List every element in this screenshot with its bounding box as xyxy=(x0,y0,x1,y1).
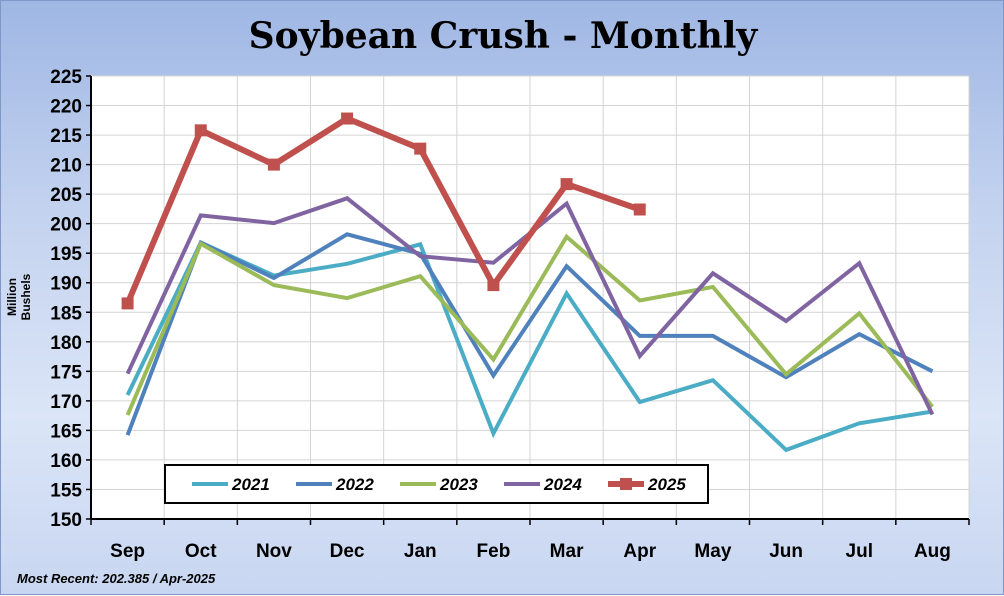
x-tick-label: Apr xyxy=(623,541,656,562)
legend-label-2023: 2023 xyxy=(439,475,478,494)
y-tick-label: 150 xyxy=(50,510,82,531)
y-tick-label: 195 xyxy=(50,244,82,265)
y-tick-label: 215 xyxy=(50,126,82,147)
legend-label-2022: 2022 xyxy=(335,475,374,494)
y-tick-label: 175 xyxy=(50,362,82,383)
legend-label-2021: 2021 xyxy=(231,475,270,494)
series-marker-2025 xyxy=(267,158,280,171)
y-tick-label: 165 xyxy=(50,421,82,442)
y-tick-label: 220 xyxy=(50,97,82,118)
y-tick-label: 200 xyxy=(50,215,82,236)
x-tick-label: Jul xyxy=(846,541,873,562)
x-tick-label: Sep xyxy=(110,541,145,562)
x-tick-label: Feb xyxy=(477,541,511,562)
y-tick-label: 190 xyxy=(50,274,82,295)
series-marker-2025 xyxy=(560,178,573,191)
series-marker-2025 xyxy=(633,203,646,216)
legend-label-2025: 2025 xyxy=(647,475,686,494)
x-tick-label: Mar xyxy=(550,541,584,562)
series-line-2025 xyxy=(124,115,641,305)
legend-label-2024: 2024 xyxy=(543,475,582,494)
x-tick-label: Jun xyxy=(769,541,803,562)
series-line-2022 xyxy=(125,232,934,436)
y-tick-label: 160 xyxy=(50,451,82,472)
series-marker-2025 xyxy=(341,112,354,125)
x-tick-label: Jan xyxy=(404,541,437,562)
series-marker-2025 xyxy=(194,124,207,137)
series-line-2023 xyxy=(125,233,934,416)
y-tick-label: 225 xyxy=(50,67,82,88)
footnote: Most Recent: 202.385 / Apr-2025 xyxy=(17,571,216,586)
x-tick-label: Oct xyxy=(185,541,217,562)
chart-title: Soybean Crush - Monthly xyxy=(248,15,758,57)
x-tick-label: Aug xyxy=(914,541,951,562)
x-tick-label: Nov xyxy=(256,541,292,562)
x-tick-label: May xyxy=(694,541,731,562)
x-tick-label: Dec xyxy=(330,541,365,562)
series-marker-2025 xyxy=(414,142,427,155)
y-tick-label: 180 xyxy=(50,333,82,354)
series-marker-2025 xyxy=(487,279,500,292)
y-tick-label: 155 xyxy=(50,480,82,501)
y-tick-label: 210 xyxy=(50,156,82,177)
series-marker-2025 xyxy=(121,297,134,310)
y-tick-label: 205 xyxy=(50,185,82,206)
legend-marker-2025 xyxy=(620,478,632,490)
y-tick-label: 170 xyxy=(50,392,82,413)
y-tick-label: 185 xyxy=(50,303,82,324)
